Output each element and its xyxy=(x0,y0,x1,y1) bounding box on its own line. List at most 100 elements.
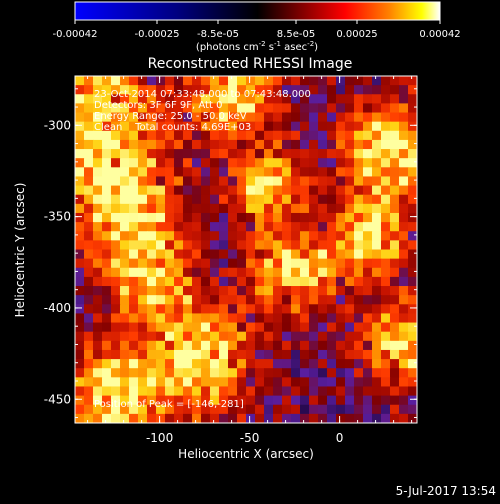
image-pixel xyxy=(138,249,148,260)
image-pixel xyxy=(75,340,85,351)
image-pixel xyxy=(291,413,301,423)
image-pixel xyxy=(192,167,202,177)
image-pixel xyxy=(102,258,112,269)
image-pixel xyxy=(165,322,175,333)
image-pixel xyxy=(318,295,328,305)
image-pixel xyxy=(75,139,85,150)
annotation-detectors: Detectors: 3F 6F 9F, Att 0 xyxy=(94,100,222,111)
image-pixel xyxy=(219,377,229,387)
image-pixel xyxy=(147,103,157,114)
image-pixel xyxy=(75,276,85,287)
image-pixel xyxy=(102,413,112,423)
image-pixel xyxy=(246,267,256,278)
image-pixel xyxy=(174,176,184,187)
image-pixel xyxy=(372,231,382,241)
image-pixel xyxy=(111,304,121,314)
image-pixel xyxy=(192,404,202,415)
image-pixel xyxy=(111,176,121,187)
image-pixel xyxy=(264,368,274,378)
image-pixel xyxy=(300,404,310,415)
image-pixel xyxy=(282,76,292,86)
image-pixel xyxy=(273,340,283,351)
image-pixel xyxy=(129,167,139,177)
image-pixel xyxy=(399,295,409,305)
image-pixel xyxy=(228,76,238,86)
image-pixel xyxy=(336,267,346,278)
image-pixel xyxy=(345,158,355,168)
image-pixel xyxy=(183,240,193,250)
image-pixel xyxy=(354,139,364,150)
image-pixel xyxy=(201,203,211,214)
image-pixel xyxy=(282,276,292,287)
image-pixel xyxy=(336,340,346,351)
image-pixel xyxy=(174,249,184,260)
image-pixel xyxy=(210,149,220,159)
image-pixel xyxy=(327,194,337,205)
image-pixel xyxy=(363,331,373,342)
image-pixel xyxy=(210,176,220,187)
image-pixel xyxy=(399,185,409,196)
image-pixel xyxy=(300,349,310,360)
image-pixel xyxy=(120,194,130,205)
image-pixel xyxy=(228,413,238,423)
image-pixel xyxy=(237,76,247,86)
image-pixel xyxy=(318,249,328,260)
image-pixel xyxy=(156,340,166,351)
image-pixel xyxy=(111,413,121,423)
image-pixel xyxy=(264,212,274,223)
image-pixel xyxy=(120,222,130,232)
image-pixel xyxy=(354,249,364,260)
image-pixel xyxy=(93,404,103,415)
image-pixel xyxy=(174,240,184,250)
image-pixel xyxy=(336,76,346,86)
image-pixel xyxy=(183,304,193,314)
image-pixel xyxy=(237,349,247,360)
image-pixel xyxy=(246,176,256,187)
image-pixel xyxy=(201,276,211,287)
image-pixel xyxy=(273,258,283,269)
image-pixel xyxy=(192,249,202,260)
image-pixel xyxy=(183,267,193,278)
image-pixel xyxy=(282,368,292,378)
image-pixel xyxy=(111,349,121,360)
image-pixel xyxy=(291,121,301,132)
image-pixel xyxy=(399,313,409,324)
image-pixel xyxy=(111,103,121,114)
image-pixel xyxy=(138,203,148,214)
image-pixel xyxy=(147,203,157,214)
image-pixel xyxy=(282,322,292,333)
image-pixel xyxy=(381,149,391,159)
image-pixel xyxy=(147,304,157,314)
image-pixel xyxy=(300,286,310,296)
image-pixel xyxy=(165,149,175,159)
image-pixel xyxy=(318,413,328,423)
image-pixel xyxy=(93,349,103,360)
image-pixel xyxy=(219,349,229,360)
image-pixel xyxy=(408,194,417,205)
image-pixel xyxy=(102,121,112,132)
image-pixel xyxy=(111,249,121,260)
image-pixel xyxy=(102,212,112,223)
image-pixel xyxy=(219,76,229,86)
image-pixel xyxy=(156,267,166,278)
image-pixel xyxy=(120,212,130,223)
image-pixel xyxy=(93,267,103,278)
image-pixel xyxy=(318,231,328,241)
image-pixel xyxy=(120,149,130,159)
image-pixel xyxy=(372,112,382,123)
image-pixel xyxy=(273,368,283,378)
image-pixel xyxy=(282,295,292,305)
image-pixel xyxy=(300,340,310,351)
image-pixel xyxy=(345,103,355,114)
image-pixel xyxy=(390,185,400,196)
image-pixel xyxy=(219,112,229,123)
image-pixel xyxy=(408,267,417,278)
image-pixel xyxy=(390,267,400,278)
image-pixel xyxy=(399,249,409,260)
image-pixel xyxy=(300,386,310,397)
image-pixel xyxy=(390,276,400,287)
image-pixel xyxy=(84,377,94,387)
image-pixel xyxy=(300,413,310,423)
image-pixel xyxy=(156,112,166,123)
image-pixel xyxy=(147,267,157,278)
